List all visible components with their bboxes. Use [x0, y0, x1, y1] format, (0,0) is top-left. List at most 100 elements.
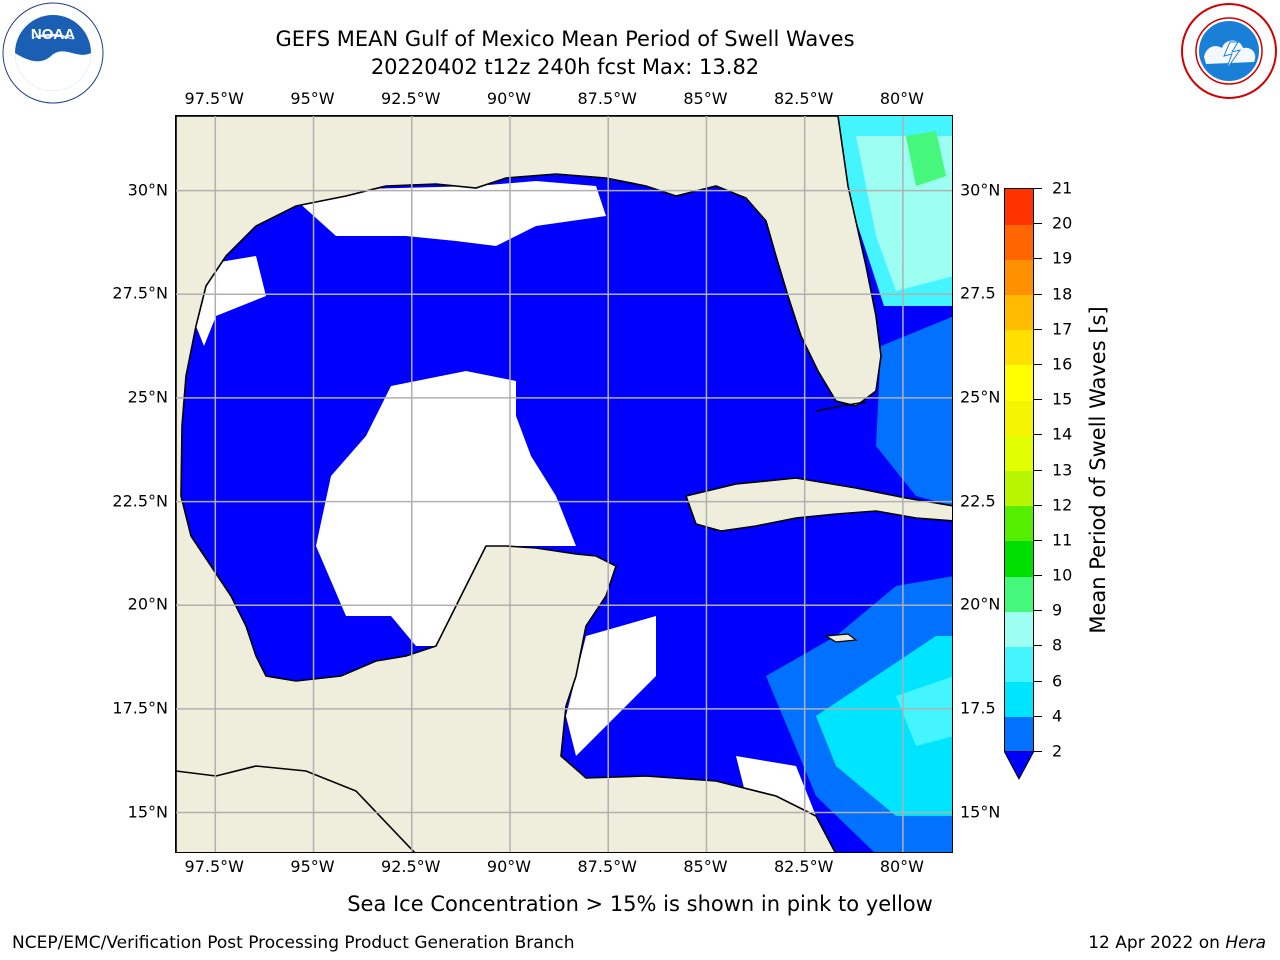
latitude-tick-label: 27.5°N: [112, 283, 168, 303]
map-canvas: [176, 116, 952, 852]
latitude-tick-label: 22.5°N: [112, 491, 168, 511]
colorbar-segment: [1005, 364, 1033, 401]
longitude-tick-label: 92.5°W: [381, 89, 441, 108]
colorbar-tick-label: 15: [1052, 389, 1073, 409]
date-text: 12 Apr 2022 on: [1088, 933, 1220, 953]
colorbar-segment: [1005, 329, 1033, 366]
colorbar-segment: [1005, 716, 1033, 753]
longitude-tick-label: 82.5°W: [773, 857, 834, 876]
colorbar-tick-label: 19: [1052, 248, 1073, 268]
sea-ice-note: Sea Ice Concentration > 15% is shown in …: [347, 892, 933, 916]
colorbar-tick-mark: [1034, 610, 1042, 612]
colorbar-segment: [1005, 611, 1033, 647]
colorbar-tick-mark: [1034, 328, 1042, 330]
map-area: [175, 115, 953, 853]
longitude-tick-label: 95°W: [290, 89, 335, 108]
map-gridlines: [176, 116, 952, 852]
colorbar-tick-label: 14: [1052, 424, 1073, 444]
longitude-tick-label: 97.5°W: [184, 857, 245, 876]
latitude-tick-label: 20°N: [960, 594, 1001, 614]
colorbar-tick-mark: [1034, 293, 1042, 295]
colorbar-segment: [1005, 540, 1033, 577]
longitude-tick-label: 85°W: [683, 857, 728, 876]
colorbar-tick-label: 21: [1052, 178, 1073, 198]
noaa-logo: NOAA: [2, 2, 104, 104]
colorbar-tick-mark: [1034, 504, 1042, 506]
colorbar-tick-label: 4: [1052, 706, 1063, 726]
colorbar-segment: [1005, 435, 1033, 471]
longitude-tick-label: 82.5°W: [773, 89, 834, 108]
colorbar-tick-mark: [1034, 575, 1042, 577]
colorbar-tick-label: 10: [1052, 565, 1073, 585]
longitude-tick-label: 80°W: [879, 857, 924, 876]
no-data-yucatan-east: [566, 616, 656, 756]
colorbar-segment: [1005, 646, 1033, 683]
land-north-america: [176, 116, 882, 852]
date-stamp: 12 Apr 2022 on Hera: [1088, 933, 1266, 953]
latitude-tick-label: 25°N: [960, 387, 1001, 407]
latitude-tick-label: 25°N: [127, 387, 168, 407]
colorbar-tick-mark: [1034, 399, 1042, 401]
colorbar-tick-label: 17: [1052, 319, 1073, 339]
latitude-tick-label: 15°N: [960, 802, 1001, 822]
land-cuba: [684, 477, 952, 532]
longitude-tick-label: 92.5°W: [381, 857, 441, 876]
colorbar-tick-label: 12: [1052, 495, 1073, 515]
no-data-north-coast: [286, 181, 606, 246]
colorbar-title: Mean Period of Swell Waves [s]: [1086, 306, 1110, 634]
chart-title: GEFS MEAN Gulf of Mexico Mean Period of …: [275, 27, 855, 51]
colorbar-segment: [1005, 681, 1033, 718]
swell-region-atlantic-green: [906, 131, 946, 186]
colorbar-tick-mark: [1034, 258, 1042, 260]
noaa-logo-text: NOAA: [31, 26, 75, 43]
colorbar-tick-label: 2: [1052, 741, 1063, 761]
land-jamaica: [824, 633, 858, 643]
colorbar-tick-label: 6: [1052, 671, 1063, 691]
longitude-tick-label: 90°W: [486, 89, 532, 108]
longitude-tick-label: 87.5°W: [577, 89, 637, 108]
longitude-tick-label: 97.5°W: [184, 89, 245, 108]
nws-logo: [1181, 3, 1277, 99]
colorbar-tick-label: 8: [1052, 635, 1063, 655]
colorbar-tick-mark: [1034, 363, 1042, 365]
colorbar-segment: [1005, 294, 1033, 331]
colorbar-tick-mark: [1034, 223, 1042, 225]
colorbar-tick-mark: [1034, 539, 1042, 541]
colorbar-tick-mark: [1034, 188, 1042, 189]
swell-region-caribbean-cyan: [816, 636, 952, 816]
colorbar-segment: [1005, 259, 1033, 296]
colorbar-segment: [1005, 224, 1033, 260]
colorbar-tick-label: 9: [1052, 600, 1063, 620]
latitude-tick-label: 22.5: [960, 491, 996, 511]
colorbar-tick-mark: [1034, 751, 1042, 752]
colorbar-segment: [1005, 505, 1033, 542]
colorbar: [1004, 188, 1034, 753]
latitude-tick-label: 30°N: [127, 180, 168, 200]
latitude-tick-label: 15°N: [127, 802, 168, 822]
colorbar-under-arrow: [1004, 751, 1034, 781]
colorbar-tick-label: 11: [1052, 530, 1073, 550]
colorbar-tick-label: 16: [1052, 354, 1073, 374]
colorbar-segment: [1005, 400, 1033, 436]
longitude-tick-label: 90°W: [486, 857, 532, 876]
no-data-west-coast: [196, 256, 266, 346]
latitude-tick-label: 27.5: [960, 283, 996, 303]
latitude-tick-label: 20°N: [127, 594, 168, 614]
colorbar-segment: [1005, 576, 1033, 612]
colorbar-segment: [1005, 189, 1033, 225]
credit-text: NCEP/EMC/Verification Post Processing Pr…: [12, 933, 575, 953]
colorbar-tick-label: 13: [1052, 460, 1073, 479]
latitude-tick-label: 17.5: [960, 698, 996, 718]
colorbar-tick-mark: [1034, 469, 1042, 471]
swell-region-caribbean-light: [896, 676, 952, 746]
longitude-tick-label: 85°W: [683, 89, 728, 108]
colorbar-tick-mark: [1034, 645, 1042, 647]
no-data-central-gulf: [316, 371, 576, 646]
longitude-tick-label: 87.5°W: [577, 857, 637, 876]
colorbar-tick-mark: [1034, 680, 1042, 682]
land-florida-keys: [815, 401, 867, 412]
swell-region-bahamas: [876, 316, 952, 506]
longitude-tick-label: 80°W: [879, 89, 924, 108]
colorbar-tick-label: 20: [1052, 213, 1073, 233]
colorbar-tick-label: 18: [1052, 284, 1073, 304]
